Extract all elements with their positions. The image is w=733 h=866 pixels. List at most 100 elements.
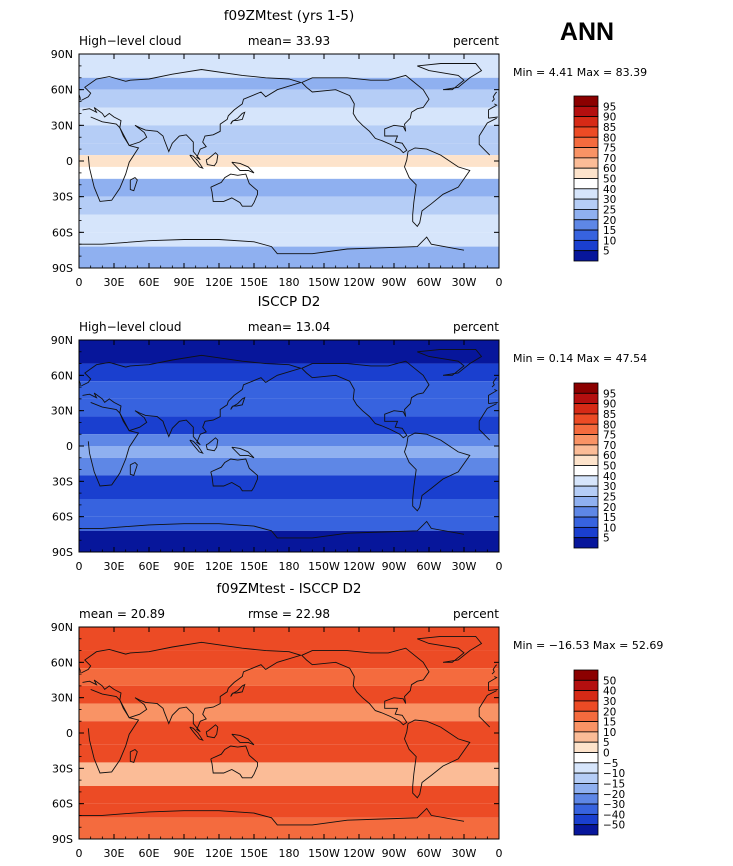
heatmap-band	[79, 516, 499, 531]
colorbar-label: 10	[603, 522, 616, 534]
panel-units-label: percent	[453, 34, 499, 48]
x-tick-label: 30E	[104, 560, 125, 573]
heatmap-band	[79, 77, 499, 90]
heatmap-band	[79, 744, 499, 763]
heatmap-band	[79, 363, 499, 382]
colorbar-label: 5	[603, 246, 610, 258]
colorbar-box	[573, 485, 599, 497]
x-tick-label: 180	[279, 847, 300, 860]
colorbar-box	[573, 136, 599, 148]
panel-min-max: Min = 4.41 Max = 83.39	[513, 66, 647, 79]
coastline	[81, 69, 498, 161]
panel-obs: 0 30E 60E 90E 120E 150E 180 150W 120W 90W 60W 30W 09…	[51, 294, 647, 573]
colorbar-box	[573, 700, 599, 712]
x-tick-label: 30W	[452, 560, 477, 573]
panel-center-label: mean= 33.93	[248, 34, 330, 48]
colorbar-label: 95	[603, 388, 616, 400]
colorbar-label: 70	[603, 440, 616, 452]
x-tick-label: 30E	[104, 847, 125, 860]
colorbar-box	[573, 516, 599, 528]
colorbar-box	[573, 392, 599, 405]
colorbar-label: 0	[603, 748, 610, 760]
colorbar-box	[573, 403, 599, 415]
coastline	[417, 63, 483, 91]
panel-min-max: Min = −16.53 Max = 52.69	[513, 639, 663, 652]
heatmap-band	[79, 155, 499, 167]
y-tick-label: 90N	[51, 334, 73, 347]
colorbar-box	[573, 95, 599, 107]
heatmap-band	[79, 475, 499, 499]
colorbar-box	[573, 229, 599, 241]
colorbar-label: 30	[603, 696, 616, 708]
coastline	[79, 236, 465, 255]
y-tick-label: 60N	[51, 656, 73, 669]
x-tick-label: 120W	[343, 560, 375, 573]
heatmap-band	[79, 214, 499, 233]
x-tick-label: 0	[76, 276, 83, 289]
heatmap-band	[79, 446, 499, 458]
coastline	[129, 748, 138, 763]
colorbar-label: 50	[603, 174, 616, 186]
colorbar-label: 90	[603, 112, 616, 124]
y-tick-label: 90N	[51, 48, 73, 61]
coastline	[205, 724, 219, 739]
colorbar-box	[573, 793, 599, 805]
x-tick-label: 180	[279, 560, 300, 573]
colorbar-box	[573, 813, 599, 826]
y-tick-label: 60S	[52, 226, 73, 239]
colorbar-label: 60	[603, 450, 616, 462]
colorbar-label: −10	[603, 768, 625, 780]
x-tick-label: 90W	[382, 560, 407, 573]
panel-min-max: Min = 0.14 Max = 47.54	[513, 352, 647, 365]
colorbar-label: 85	[603, 409, 616, 421]
panel-left-label: High−level cloud	[79, 320, 181, 334]
colorbar-label: −15	[603, 778, 625, 790]
x-tick-label: 30E	[104, 276, 125, 289]
colorbar-label: 15	[603, 717, 616, 729]
colorbar-label: 25	[603, 491, 616, 503]
y-tick-label: 30N	[51, 692, 73, 705]
heatmap-band	[79, 499, 499, 517]
y-tick-label: 90S	[52, 262, 73, 275]
heatmap-band	[79, 232, 499, 247]
colorbar-label: −40	[603, 809, 625, 821]
x-tick-label: 150W	[308, 276, 340, 289]
coastline	[230, 111, 246, 125]
coastline	[231, 161, 255, 174]
colorbar-box	[573, 721, 599, 733]
colorbar-label: 15	[603, 225, 616, 237]
colorbar-label: 70	[603, 153, 616, 165]
x-tick-label: 120E	[205, 847, 233, 860]
heatmap-band	[79, 381, 499, 399]
x-tick-label: 90W	[382, 276, 407, 289]
colorbar-label: 40	[603, 471, 616, 483]
panel-units-label: percent	[453, 607, 499, 621]
heatmap-band	[79, 457, 499, 476]
heatmap-band	[79, 434, 499, 446]
x-tick-label: 0	[76, 560, 83, 573]
coastlines	[78, 635, 498, 826]
colorbar-label: 5	[603, 737, 610, 749]
x-tick-label: 120W	[343, 847, 375, 860]
heatmap-band	[79, 817, 499, 839]
x-tick-label: 120E	[205, 276, 233, 289]
x-tick-label: 60W	[417, 276, 442, 289]
colorbar-label: 10	[603, 235, 616, 247]
x-tick-label: 60E	[139, 560, 160, 573]
y-tick-label: 30S	[52, 762, 73, 775]
colorbar-label: 30	[603, 481, 616, 493]
colorbar-box	[573, 772, 599, 784]
coastline	[189, 154, 204, 169]
colorbar-label: 10	[603, 727, 616, 739]
x-tick-label: 30W	[452, 847, 477, 860]
coastline	[205, 152, 219, 167]
colorbar-box	[573, 741, 599, 753]
colorbar-box	[573, 188, 599, 200]
colorbar-label: 75	[603, 430, 616, 442]
x-tick-label: 0	[496, 847, 503, 860]
x-tick-label: 120E	[205, 560, 233, 573]
x-tick-label: 60E	[139, 847, 160, 860]
colorbar-box	[573, 679, 599, 692]
colorbar-label: 75	[603, 143, 616, 155]
